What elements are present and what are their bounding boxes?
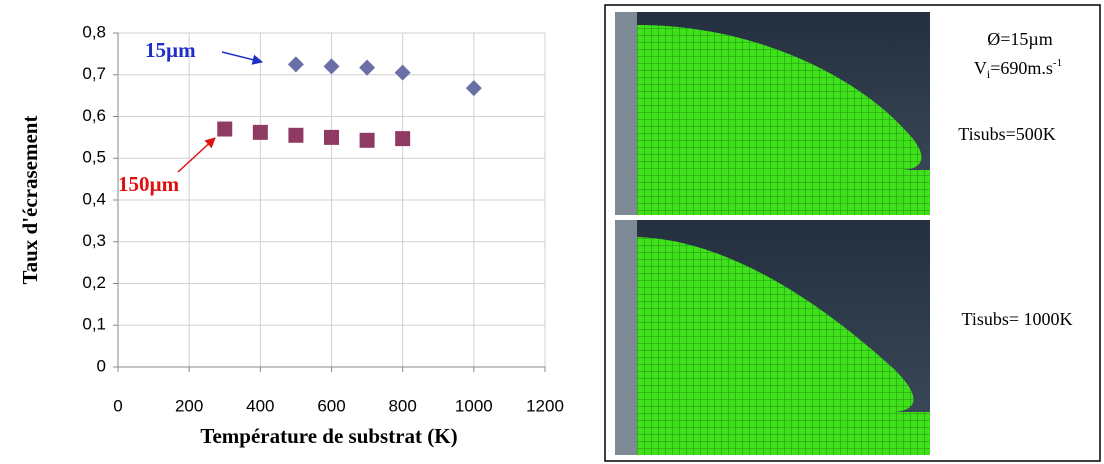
y-axis-title: Taux d'écrasement — [18, 116, 42, 285]
x-tick-label: 1200 — [526, 396, 564, 415]
marker — [395, 131, 411, 147]
y-tick-label: 0,7 — [82, 64, 106, 83]
x-axis-title: Température de substrat (K) — [200, 424, 457, 448]
marker — [252, 124, 268, 140]
y-tick-label: 0,3 — [82, 231, 106, 250]
series-label: 150µm — [118, 172, 180, 196]
velocity-superscript: -1 — [1053, 57, 1062, 69]
y-tick-label: 0,6 — [82, 106, 106, 125]
axis-strip — [615, 12, 637, 215]
plot: 0 0,1 0,2 0,3 0,4 0,5 0,6 0,7 0,8 0 200 400 600 800 10… — [82, 22, 564, 415]
x-tick-label: 200 — [175, 396, 203, 415]
series-label: 15µm — [145, 38, 196, 62]
y-tick-label: 0,1 — [82, 315, 106, 334]
marker — [217, 121, 233, 137]
x-tick-label: 1000 — [455, 396, 493, 415]
case-label: Tisubs=500K — [958, 124, 1056, 144]
velocity-subscript: i — [987, 67, 991, 81]
splat-mesh — [637, 237, 930, 455]
marker — [323, 58, 340, 75]
y-tick-label: 0,4 — [82, 189, 106, 208]
diameter-label: Ø=15µm — [987, 29, 1053, 49]
x-tick-label: 800 — [388, 396, 416, 415]
case-label: Tisubs= 1000K — [961, 309, 1072, 329]
marker — [287, 56, 304, 73]
figure-panel: Ø=15µm Vi=690m.s-1 Tisubs=500K Tisubs= 1… — [604, 4, 1101, 462]
x-tick-label: 0 — [113, 396, 122, 415]
marker — [465, 80, 482, 97]
y-tick-label: 0,2 — [82, 273, 106, 292]
y-tick-label: 0,5 — [82, 148, 106, 167]
y-tick-label: 0 — [97, 356, 106, 375]
x-tick-label: 400 — [246, 396, 274, 415]
marker — [394, 64, 411, 81]
marker — [359, 59, 376, 76]
marker — [288, 127, 304, 143]
x-tick-label: 600 — [317, 396, 345, 415]
splat-mesh — [637, 25, 930, 215]
arrow — [221, 51, 264, 65]
arrow — [177, 137, 216, 173]
velocity-value: =690m.s — [990, 58, 1053, 78]
marker — [359, 132, 375, 148]
y-tick-label: 0,8 — [82, 22, 106, 41]
velocity-symbol: V — [974, 58, 987, 78]
velocity-label: Vi=690m.s-1 — [974, 57, 1062, 81]
axis-strip — [615, 220, 637, 455]
marker — [324, 129, 339, 145]
